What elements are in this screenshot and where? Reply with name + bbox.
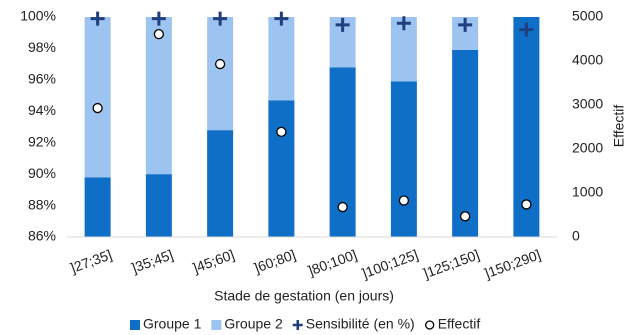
count-marker <box>92 102 103 114</box>
sensitivity-marker <box>90 11 105 26</box>
bar-segment <box>84 177 111 237</box>
y2-tick-label: 3000 <box>572 96 603 112</box>
count-marker <box>214 58 226 70</box>
legend-item: Groupe 1 <box>130 316 202 332</box>
bar-segment <box>268 100 295 238</box>
y-tick-label: 94% <box>28 102 56 118</box>
y-tick-label: 86% <box>28 228 56 244</box>
y-tick-label: 96% <box>28 71 56 87</box>
y2-tick-label: 4000 <box>572 52 603 68</box>
sensitivity-marker <box>213 11 228 26</box>
y2-tick-label: 2000 <box>572 140 603 156</box>
bar-segment <box>452 50 479 237</box>
bar-segment <box>390 81 417 237</box>
legend-label: Sensibilité (en %) <box>306 316 415 332</box>
legend-label: Effectif <box>438 316 481 332</box>
x-tick-label: ]125;150] <box>421 246 481 281</box>
x-tick-label: ]80;100] <box>306 246 359 278</box>
y2-tick-label: 5000 <box>572 8 603 24</box>
x-tick-label: ]35;45] <box>129 246 175 276</box>
legend-item: Groupe 2 <box>211 316 283 332</box>
count-marker <box>153 29 165 40</box>
x-axis-title: Stade de gestation (en jours) <box>214 288 394 304</box>
bar-segment <box>268 17 295 101</box>
bar-segment <box>207 17 234 131</box>
x-tick-label: ]45;60] <box>191 246 237 276</box>
bar-segment <box>145 174 172 237</box>
y-tick-label: 90% <box>28 165 56 181</box>
legend-item: Sensibilité (en %) <box>292 316 415 332</box>
bar-segment <box>84 17 111 178</box>
sensitivity-marker <box>274 11 289 26</box>
legend-swatch <box>211 320 222 330</box>
legend-label: Groupe 2 <box>224 316 283 332</box>
y-tick-label: 100% <box>20 8 56 24</box>
legend-label: Groupe 1 <box>143 316 202 332</box>
y-tick-label: 98% <box>28 39 56 55</box>
sensitivity-marker <box>151 11 166 26</box>
y2-tick-label: 0 <box>572 228 580 244</box>
y2-axis-title: Effectif <box>611 105 627 148</box>
x-tick-label: ]100;125] <box>360 246 420 281</box>
sensitivity-marker <box>396 16 411 31</box>
legend-swatch <box>292 320 303 330</box>
sensitivity-marker <box>519 22 534 37</box>
legend-item: Effectif <box>425 316 481 332</box>
legend-swatch <box>130 320 140 330</box>
y2-tick-label: 1000 <box>572 184 603 200</box>
bar-segment <box>145 17 172 175</box>
x-tick-label: ]150;290] <box>482 246 542 281</box>
y-tick-label: 88% <box>28 196 56 212</box>
count-marker <box>337 201 348 213</box>
bar-segment <box>207 130 234 237</box>
legend-swatch <box>425 320 435 330</box>
x-tick-label: ]60;80] <box>252 246 298 276</box>
count-marker <box>398 195 410 206</box>
count-marker <box>459 211 471 222</box>
y-tick-label: 92% <box>28 133 56 149</box>
sensitivity-marker <box>335 17 350 32</box>
count-marker <box>276 126 287 137</box>
sensitivity-marker <box>458 17 473 32</box>
count-marker <box>521 199 532 210</box>
x-tick-label: ]27;35] <box>68 246 114 276</box>
